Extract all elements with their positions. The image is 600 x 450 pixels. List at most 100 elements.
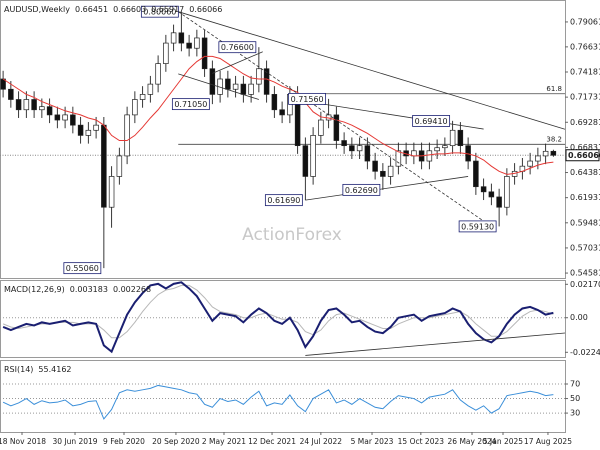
candle-body (256, 68, 262, 85)
candle-body (263, 68, 270, 95)
y-tick-label: 0.74181 (570, 68, 600, 77)
candle-body (504, 176, 510, 208)
y-tick-label: 0.64381 (570, 168, 600, 177)
candle-body (178, 32, 185, 44)
candle-body (535, 155, 541, 162)
x-tick-label: 17 Aug 2025 (524, 437, 572, 446)
y-tick-label: 0.79061 (570, 17, 600, 26)
candle-body (15, 99, 22, 111)
price-label: 0.69410 (415, 117, 448, 126)
candle-body (209, 68, 216, 95)
candle-body (85, 129, 92, 136)
candle-body (8, 88, 14, 100)
y-tick-label: 0.00 (570, 313, 588, 322)
x-tick-label: 5 Mar 2023 (351, 437, 394, 446)
price-label: 0.59130 (461, 222, 494, 231)
trendline (178, 73, 259, 100)
y-tick-label: -0.022445 (570, 348, 600, 357)
candle-body (132, 99, 138, 116)
candle-body (39, 106, 45, 111)
y-tick-label: 0.61931 (570, 193, 600, 202)
candle-body (426, 150, 433, 162)
candle-body (480, 186, 487, 193)
header-value: 0.002268 (113, 285, 151, 294)
x-tick-label: 26 May 2024 (448, 437, 497, 446)
price-label-box (171, 98, 210, 111)
x-tick-label: 12 Dec 2021 (248, 437, 296, 446)
indicator-line (2, 281, 554, 354)
y-tick-label: 70 (570, 380, 580, 389)
candle-body (23, 99, 30, 111)
header-value: 0.65917 (151, 5, 184, 14)
price-label-box (458, 220, 497, 233)
candle-body (240, 83, 247, 95)
candle-body (364, 145, 371, 162)
panel-header: AUDUSD,Weekly 0.66451 0.66603 0.65917 0.6606… (4, 5, 222, 14)
y-tick-label: 30 (570, 409, 580, 418)
price-label-box (264, 194, 303, 207)
trendline (305, 176, 469, 201)
price-label-box (288, 92, 327, 105)
price-label-box (342, 183, 381, 196)
x-tick-label: 24 Jul 2022 (300, 437, 343, 446)
y-tick-label: 0.54581 (570, 269, 600, 278)
x-tick-label: 30 Jun 2019 (52, 437, 97, 446)
candle-body (194, 37, 200, 49)
candle-body (279, 109, 285, 116)
x-tick-label: 18 Nov 2018 (0, 437, 46, 446)
trendline (178, 11, 566, 130)
candle-body (225, 78, 231, 90)
y-tick-label: 0.71731 (570, 93, 600, 102)
y-tick-label: 50 (570, 394, 580, 403)
candle-body (488, 191, 495, 198)
candle-body (201, 37, 208, 70)
price-label-box (218, 41, 257, 54)
candle-body (62, 114, 68, 121)
candle-body (380, 170, 386, 177)
candle-body (271, 94, 278, 111)
price-label: 0.62690 (345, 186, 378, 195)
candle-body (54, 114, 61, 121)
candle-body (248, 83, 254, 95)
trendline (212, 51, 263, 74)
candle-body (116, 155, 123, 177)
panel-title: AUDUSD,Weekly (4, 5, 70, 14)
header-value: 55.4162 (38, 365, 71, 374)
price-label: 0.71050 (174, 100, 207, 109)
candle-body (349, 145, 355, 152)
candle-body (372, 160, 378, 172)
candle-body (155, 63, 161, 85)
last-price-box (565, 149, 600, 162)
header-value: 0.66066 (189, 5, 222, 14)
candle-body (527, 160, 533, 167)
candle-body (318, 119, 324, 136)
trendline (178, 11, 492, 227)
x-tick-label: 15 Oct 2023 (398, 437, 445, 446)
panel-title: MACD(12,26,9) (4, 285, 65, 294)
x-tick-label: 5 Jan 2025 (483, 437, 523, 446)
trendline (305, 332, 566, 356)
y-tick-label: 0.59481 (570, 218, 600, 227)
candle-body (163, 42, 169, 64)
candle-body (108, 176, 115, 208)
x-tick-label: 2 May 2021 (202, 437, 246, 446)
y-tick-label: 0.69281 (570, 118, 600, 127)
x-tick-label: 20 Sep 2020 (152, 437, 200, 446)
last-price-label: 0.66066 (568, 151, 600, 160)
price-label-box (63, 262, 102, 275)
candle-body (147, 83, 154, 95)
candle-body (442, 145, 448, 149)
price-label: 0.55060 (66, 264, 99, 273)
panel-header: RSI(14) 55.4162 (4, 365, 72, 374)
header-value: 0.66603 (113, 5, 146, 14)
y-tick-label: 0.76631 (570, 42, 600, 51)
candle-body (457, 129, 464, 147)
y-tick-label: 0.66831 (570, 143, 600, 152)
candle-body (139, 94, 146, 100)
candle-body (395, 150, 402, 167)
candle-body (70, 114, 76, 126)
candle-body (496, 196, 502, 208)
fib-label: 38.2 (546, 135, 562, 143)
x-tick-label: 9 Feb 2020 (103, 437, 145, 446)
